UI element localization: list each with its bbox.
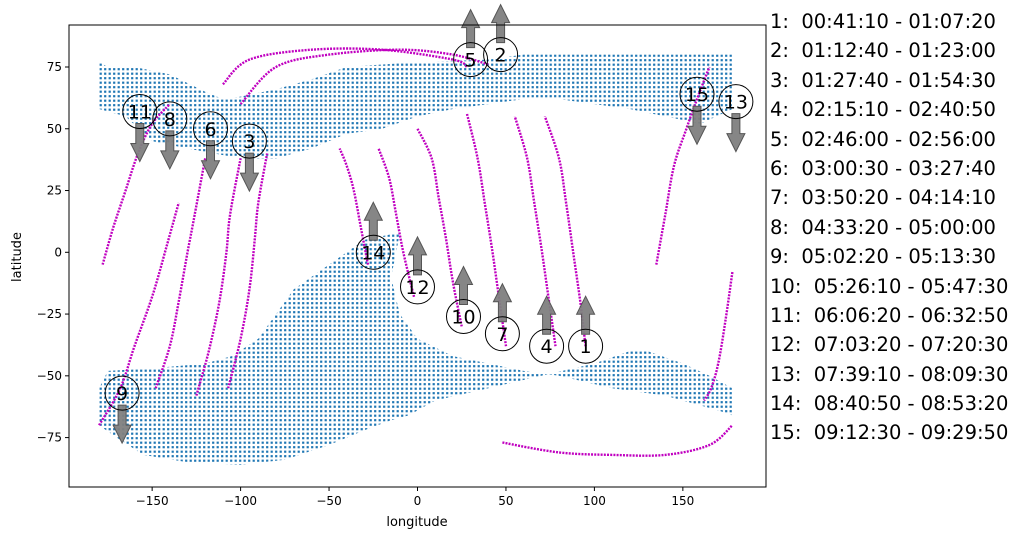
legend-entry-10: 10: 05:26:10 - 05:47:30 [770, 274, 1009, 298]
track-3 [227, 153, 269, 389]
marker-label-2: 2 [495, 45, 507, 67]
y-axis-label: latitude [10, 232, 25, 282]
track-south-arc [502, 424, 734, 457]
marker-circle-2 [483, 37, 519, 73]
arrow-12-up [407, 235, 428, 276]
x-tick-label: 150 [671, 494, 694, 508]
arrow-6-down [200, 140, 221, 180]
y-tick-label: 25 [47, 184, 62, 198]
legend-entry-4: 4: 02:15:10 - 02:40:50 [770, 98, 996, 122]
x-tick-label: 0 [414, 494, 422, 508]
marker-circle-13 [718, 84, 754, 120]
marker-label-5: 5 [465, 50, 477, 72]
marker-label-9: 9 [116, 383, 128, 405]
track-14 [338, 148, 370, 265]
track-10 [416, 128, 463, 327]
legend-entry-8: 8: 04:33:20 - 05:00:00 [770, 215, 996, 239]
y-tick-label: −25 [37, 307, 62, 321]
marker-label-15: 15 [685, 84, 709, 106]
legend-entry-6: 6: 03:00:30 - 03:27:40 [770, 156, 996, 180]
marker-circle-7 [484, 316, 520, 352]
legend-entry-13: 13: 07:39:10 - 08:09:30 [770, 362, 1009, 386]
y-tick-label: −75 [37, 431, 62, 445]
arrow-4-up [536, 295, 557, 335]
y-tick-label: 75 [47, 60, 62, 74]
marker-label-1: 1 [580, 336, 592, 358]
track-15 [655, 66, 711, 265]
x-tick-label: 100 [583, 494, 606, 508]
south-landmass [99, 232, 733, 465]
x-axis-ticks: −150 −100 −50 0 50 100 150 [136, 487, 694, 508]
marker-label-7: 7 [496, 324, 508, 346]
marker-circle-8 [152, 101, 188, 137]
marker-label-4: 4 [541, 336, 553, 358]
arrow-layer [112, 3, 746, 445]
north-landmass [99, 54, 733, 159]
marker-circle-14 [355, 234, 391, 270]
marker-circle-15 [679, 76, 715, 112]
track-6 [195, 158, 242, 396]
track-12 [377, 148, 416, 298]
marker-circle-5 [453, 42, 489, 78]
track-2 [239, 48, 489, 105]
marker-label-13: 13 [724, 92, 748, 114]
legend-entry-12: 12: 07:03:20 - 07:20:30 [770, 333, 1009, 357]
arrow-8-down [159, 130, 180, 171]
legend-entry-9: 9: 05:02:20 - 05:13:30 [770, 245, 996, 269]
legend-entry-1: 1: 00:41:10 - 01:07:20 [770, 10, 996, 33]
marker-circle-10 [446, 299, 481, 334]
track-9 [98, 202, 180, 426]
y-tick-label: 50 [47, 122, 62, 136]
legend-entry-2: 2: 01:12:40 - 01:23:00 [770, 39, 996, 63]
marker-label-8: 8 [164, 109, 176, 131]
arrow-9-down [112, 404, 132, 445]
marker-label-14: 14 [361, 242, 385, 264]
marker-label-11: 11 [128, 102, 152, 124]
pass-time-legend: 1: 00:41:10 - 01:07:20 2: 01:12:40 - 01:2… [770, 7, 1008, 448]
arrow-7-up [492, 282, 513, 323]
arrow-11-down [129, 123, 150, 163]
legend-entry-11: 11: 06:06:20 - 06:32:50 [770, 303, 1009, 327]
y-tick-label: 0 [54, 245, 62, 259]
marker-circle-4 [529, 328, 565, 364]
x-tick-label: −50 [316, 494, 341, 508]
marker-label-12: 12 [405, 277, 429, 299]
y-tick-label: −50 [37, 369, 62, 383]
legend-entry-5: 5: 02:46:00 - 02:56:00 [770, 127, 996, 151]
land-layer [99, 54, 733, 465]
legend-entry-7: 7: 03:50:20 - 04:14:10 [770, 186, 996, 210]
legend-entry-15: 15: 09:12:30 - 09:29:50 [770, 421, 1009, 445]
legend-entry-14: 14: 08:40:50 - 08:53:20 [770, 392, 1009, 416]
track-8 [154, 158, 207, 389]
marker-circle-9 [104, 375, 140, 411]
arrow-15-down [687, 105, 707, 146]
x-tick-label: 50 [498, 494, 513, 508]
marker-circle-1 [568, 328, 604, 364]
marker-label-10: 10 [451, 307, 475, 329]
track-layer [98, 47, 734, 457]
legend-entry-3: 3: 01:27:40 - 01:54:30 [770, 68, 996, 92]
track-13 [703, 271, 734, 402]
marker-circle-3 [231, 123, 267, 159]
arrow-10-up [453, 265, 474, 305]
track-1 [543, 116, 587, 347]
marker-circle-12 [400, 269, 435, 305]
arrow-5-up [460, 8, 481, 49]
y-axis-ticks: −75 −50 −25 0 25 50 75 [37, 60, 69, 445]
marker-label-3: 3 [243, 131, 255, 153]
x-tick-label: −150 [136, 494, 169, 508]
x-tick-label: −100 [224, 494, 257, 508]
arrow-2-up [490, 3, 511, 44]
arrow-13-down [726, 113, 746, 153]
marker-circle-11 [122, 94, 158, 129]
arrow-3-down [239, 152, 260, 193]
marker-label-6: 6 [204, 119, 216, 141]
arrow-14-up [363, 201, 384, 241]
arrow-1-up [575, 295, 596, 335]
track-5 [222, 47, 468, 86]
marker-circle-6 [193, 111, 228, 147]
x-axis-label: longitude [386, 515, 447, 530]
